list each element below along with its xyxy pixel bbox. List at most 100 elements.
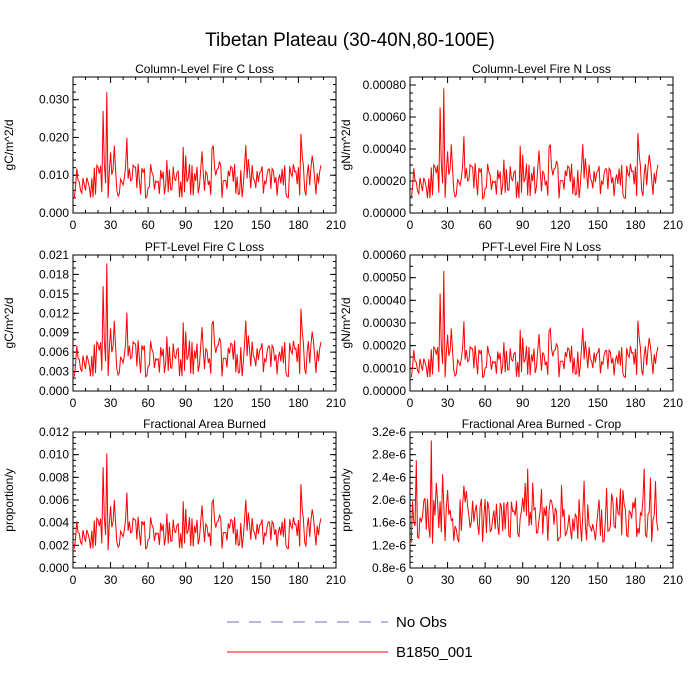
y-tick-label: 2.4e-6 (372, 470, 406, 484)
y-axis-label: gN/m^2/d (339, 298, 353, 349)
y-tick-label: 0.006 (39, 345, 69, 359)
y-axis-label: proportion/y (2, 468, 16, 531)
series-line-B1850_001 (410, 440, 659, 544)
x-tick-label: 60 (141, 218, 155, 232)
x-tick-label: 210 (663, 396, 683, 410)
plot-frame (72, 76, 337, 214)
chart-panel-2: Column-Level Fire N Loss gN/m^2/d 0 30 60 90 1… (339, 62, 683, 232)
x-tick-label: 30 (104, 396, 118, 410)
y-tick-label: 0.00020 (363, 339, 407, 353)
y-tick-label: 0.030 (39, 93, 69, 107)
legend-label-1: No Obs (396, 614, 447, 631)
x-tick-label: 150 (588, 396, 608, 410)
x-tick-label: 90 (516, 573, 530, 587)
plot-frame (72, 431, 337, 569)
panel-title: PFT-Level Fire N Loss (482, 240, 601, 254)
x-tick-label: 0 (70, 573, 77, 587)
plot-frame (409, 76, 674, 214)
x-tick-label: 90 (179, 573, 193, 587)
x-tick-label: 60 (478, 573, 492, 587)
x-tick-label: 30 (104, 573, 118, 587)
x-tick-label: 90 (179, 218, 193, 232)
y-tick-label: 0.008 (39, 470, 69, 484)
x-tick-label: 210 (326, 573, 346, 587)
y-tick-label: 0.000 (39, 561, 69, 575)
x-tick-label: 0 (407, 396, 414, 410)
x-tick-label: 120 (550, 218, 570, 232)
y-tick-label: 1.6e-6 (372, 516, 406, 530)
y-tick-label: 0.003 (39, 365, 69, 379)
x-tick-label: 30 (104, 218, 118, 232)
x-tick-label: 30 (441, 396, 455, 410)
x-tick-label: 90 (179, 396, 193, 410)
x-tick-label: 120 (550, 573, 570, 587)
panel-title: Column-Level Fire C Loss (135, 62, 274, 76)
y-tick-label: 3.2e-6 (372, 425, 406, 439)
y-tick-label: 0.006 (39, 493, 69, 507)
y-tick-label: 0.00040 (363, 142, 407, 156)
x-tick-label: 210 (663, 573, 683, 587)
y-tick-label: 0.000 (39, 384, 69, 398)
x-tick-label: 120 (213, 218, 233, 232)
y-tick-label: 0.020 (39, 130, 69, 144)
y-tick-label: 0.012 (39, 306, 69, 320)
x-tick-label: 180 (288, 396, 308, 410)
x-tick-label: 210 (663, 218, 683, 232)
y-tick-label: 0.010 (39, 448, 69, 462)
x-tick-label: 150 (251, 573, 271, 587)
x-tick-label: 120 (213, 396, 233, 410)
y-tick-label: 0.018 (39, 267, 69, 281)
series-line-B1850_001 (410, 88, 659, 200)
series-line-B1850_001 (73, 263, 322, 378)
y-tick-label: 0.009 (39, 326, 69, 340)
y-axis-label: gC/m^2/d (2, 120, 16, 171)
y-tick-label: 0.015 (39, 287, 69, 301)
x-tick-label: 210 (326, 396, 346, 410)
y-tick-label: 0.000 (39, 206, 69, 220)
chart-panel-4: PFT-Level Fire N Loss gN/m^2/d 0 30 60 90 120 1… (339, 240, 683, 410)
x-tick-label: 0 (407, 218, 414, 232)
y-tick-label: 0.00010 (363, 361, 407, 375)
y-axis-label: gC/m^2/d (2, 298, 16, 349)
plot-frame (72, 254, 337, 392)
figure-title: Tibetan Plateau (30-40N,80-100E) (205, 30, 495, 51)
y-tick-label: 1.2e-6 (372, 538, 406, 552)
legend: No Obs B1850_001 (227, 614, 473, 661)
y-tick-label: 0.004 (39, 516, 69, 530)
x-tick-label: 150 (588, 573, 608, 587)
chart-panel-6: Fractional Area Burned - Crop proportion/… (339, 417, 683, 587)
panel-title: Fractional Area Burned (143, 417, 266, 431)
x-tick-label: 60 (141, 396, 155, 410)
y-tick-label: 0.00060 (363, 248, 407, 262)
y-tick-label: 2.8e-6 (372, 448, 406, 462)
legend-label-2: B1850_001 (396, 644, 473, 661)
y-tick-label: 0.00080 (363, 78, 407, 92)
x-tick-label: 60 (141, 573, 155, 587)
panel-title: Fractional Area Burned - Crop (462, 417, 622, 431)
x-tick-label: 0 (70, 218, 77, 232)
series-line-B1850_001 (73, 92, 322, 199)
x-tick-label: 150 (251, 218, 271, 232)
chart-panel-3: PFT-Level Fire C Loss gC/m^2/d 0 30 60 90 120 1… (2, 240, 346, 410)
x-tick-label: 0 (407, 573, 414, 587)
x-tick-label: 180 (625, 396, 645, 410)
x-tick-label: 90 (516, 218, 530, 232)
y-tick-label: 0.00060 (363, 110, 407, 124)
y-tick-label: 0.00040 (363, 293, 407, 307)
x-tick-label: 210 (326, 218, 346, 232)
x-tick-label: 60 (478, 396, 492, 410)
x-tick-label: 60 (478, 218, 492, 232)
x-tick-label: 180 (625, 218, 645, 232)
x-tick-label: 180 (288, 218, 308, 232)
x-tick-label: 180 (625, 573, 645, 587)
series-line-B1850_001 (73, 453, 322, 551)
y-axis-label: gN/m^2/d (339, 120, 353, 171)
y-tick-label: 0.00000 (363, 384, 407, 398)
y-tick-label: 0.00020 (363, 174, 407, 188)
y-tick-label: 0.00050 (363, 271, 407, 285)
x-tick-label: 150 (588, 218, 608, 232)
x-tick-label: 180 (288, 573, 308, 587)
x-tick-label: 90 (516, 396, 530, 410)
x-tick-label: 0 (70, 396, 77, 410)
